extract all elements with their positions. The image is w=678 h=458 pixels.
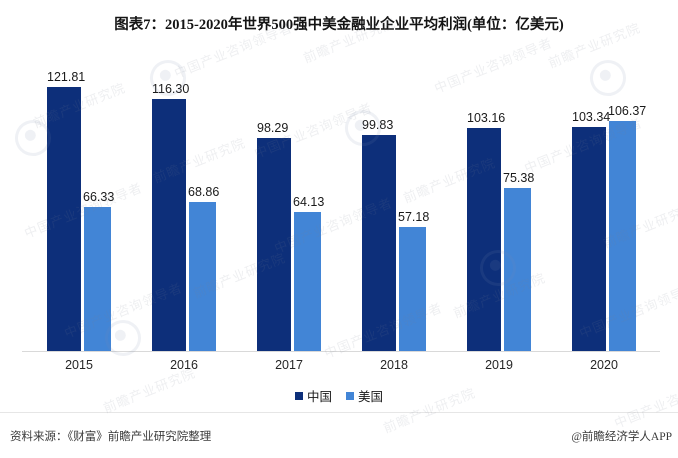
page-title: 图表7：2015-2020年世界500强中美金融业企业平均利润(单位：亿美元) <box>114 17 564 33</box>
legend: 中国 美国 <box>0 386 678 405</box>
source-note: 资料来源：《财富》前瞻产业研究院整理 <box>10 431 212 443</box>
x-tick-2018: 2018 <box>380 358 408 372</box>
bar-cn-2015[interactable] <box>47 87 81 351</box>
footer-divider <box>0 412 678 413</box>
x-tick-2017: 2017 <box>275 358 303 372</box>
bar-us-2018[interactable] <box>399 227 426 351</box>
value-label-cn-2020: 103.34 <box>572 110 611 125</box>
bar-group-2018: 99.83 57.18 <box>362 48 432 351</box>
brand-note: @前瞻经济学人APP <box>571 431 672 443</box>
value-label-cn-2019: 103.16 <box>467 110 506 125</box>
bar-us-2016[interactable] <box>189 201 216 351</box>
value-label-us-2019: 75.38 <box>503 170 535 185</box>
value-label-us-2018: 57.18 <box>398 210 430 225</box>
legend-swatch-icon <box>294 391 303 400</box>
bar-us-2017[interactable] <box>294 212 321 351</box>
bar-us-2015[interactable] <box>84 207 111 351</box>
value-label-us-2016: 68.86 <box>188 184 220 199</box>
value-label-us-2015: 66.33 <box>83 190 115 205</box>
bar-cn-2019[interactable] <box>467 127 501 351</box>
value-label-us-2017: 64.13 <box>293 195 325 210</box>
value-label-us-2020: 106.37 <box>608 103 647 118</box>
x-tick-2020: 2020 <box>590 358 618 372</box>
legend-item-us[interactable]: 美国 <box>346 386 383 405</box>
x-tick-2015: 2015 <box>65 358 93 372</box>
bar-group-2017: 98.29 64.13 <box>257 48 327 351</box>
value-label-cn-2017: 98.29 <box>257 121 289 136</box>
bar-cn-2017[interactable] <box>257 138 291 351</box>
bar-group-2015: 121.81 66.33 <box>47 48 117 351</box>
bar-cn-2018[interactable] <box>362 134 396 351</box>
x-axis-line <box>22 351 660 352</box>
legend-item-cn[interactable]: 中国 <box>294 386 332 405</box>
bar-group-2020: 103.34 106.37 <box>572 48 646 351</box>
bar-us-2019[interactable] <box>504 187 531 351</box>
x-tick-2016: 2016 <box>170 358 198 372</box>
value-label-cn-2015: 121.81 <box>47 70 86 85</box>
bar-cn-2020[interactable] <box>572 127 606 351</box>
bar-group-2019: 103.16 75.38 <box>467 48 537 351</box>
bar-group-2016: 116.30 68.86 <box>152 48 222 351</box>
legend-swatch-icon <box>346 391 354 400</box>
x-tick-2019: 2019 <box>485 358 513 372</box>
legend-label: 中国 <box>306 390 332 404</box>
bar-cn-2016[interactable] <box>152 99 186 351</box>
legend-label: 美国 <box>358 390 384 404</box>
value-label-cn-2018: 99.83 <box>362 117 394 132</box>
plot-area: 121.81 66.33 116.30 68.86 98.29 64.13 99.83 57.… <box>22 48 660 351</box>
bar-us-2020[interactable] <box>609 120 636 351</box>
value-label-cn-2016: 116.30 <box>152 82 190 97</box>
